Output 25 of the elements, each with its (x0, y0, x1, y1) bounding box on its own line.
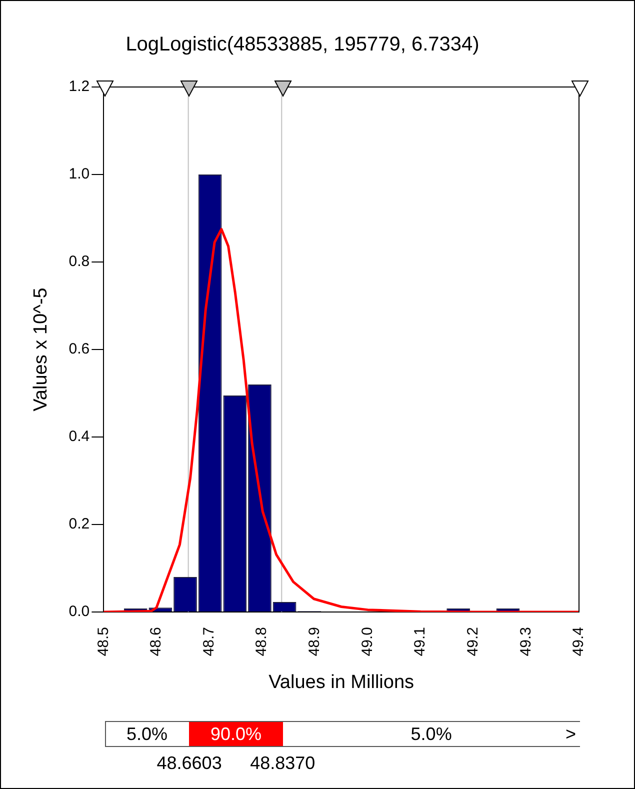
y-tick-label: 0.0 (68, 603, 90, 620)
x-axis-title: Values in Millions (268, 672, 414, 693)
x-tick-label: 48.7 (200, 627, 218, 656)
y-tick-label: 0.2 (68, 516, 90, 533)
x-tick-label: 48.8 (253, 627, 270, 656)
y-tick-label: 1.2 (68, 78, 90, 96)
y-tick-label: 0.6 (68, 340, 90, 358)
y-tick-label: 0.8 (68, 253, 90, 270)
x-tick-label: 48.6 (148, 627, 165, 656)
text: 5.0% (410, 724, 452, 744)
y-tick-label: 0.4 (68, 428, 90, 446)
y-axis-title: Values x 10^-5 (30, 288, 52, 412)
x-tick-label: 49.2 (464, 627, 482, 656)
chart-title: LogLogistic(48533885, 195779, 6.7334) (126, 34, 480, 56)
x-tick-label: 49.3 (517, 627, 534, 656)
text: 48.8370 (249, 753, 316, 774)
text: > (565, 724, 576, 745)
x-tick-label: 48.9 (306, 627, 324, 656)
y-tick-label: 1.0 (68, 166, 90, 183)
text: 5.0% (125, 724, 168, 745)
x-tick-label: 49.0 (358, 627, 376, 656)
text: 48.6603 (156, 753, 223, 774)
x-tick-label: 49.4 (570, 627, 588, 656)
x-tick-label: 48.5 (94, 627, 112, 656)
x-tick-label: 49.1 (412, 627, 429, 656)
